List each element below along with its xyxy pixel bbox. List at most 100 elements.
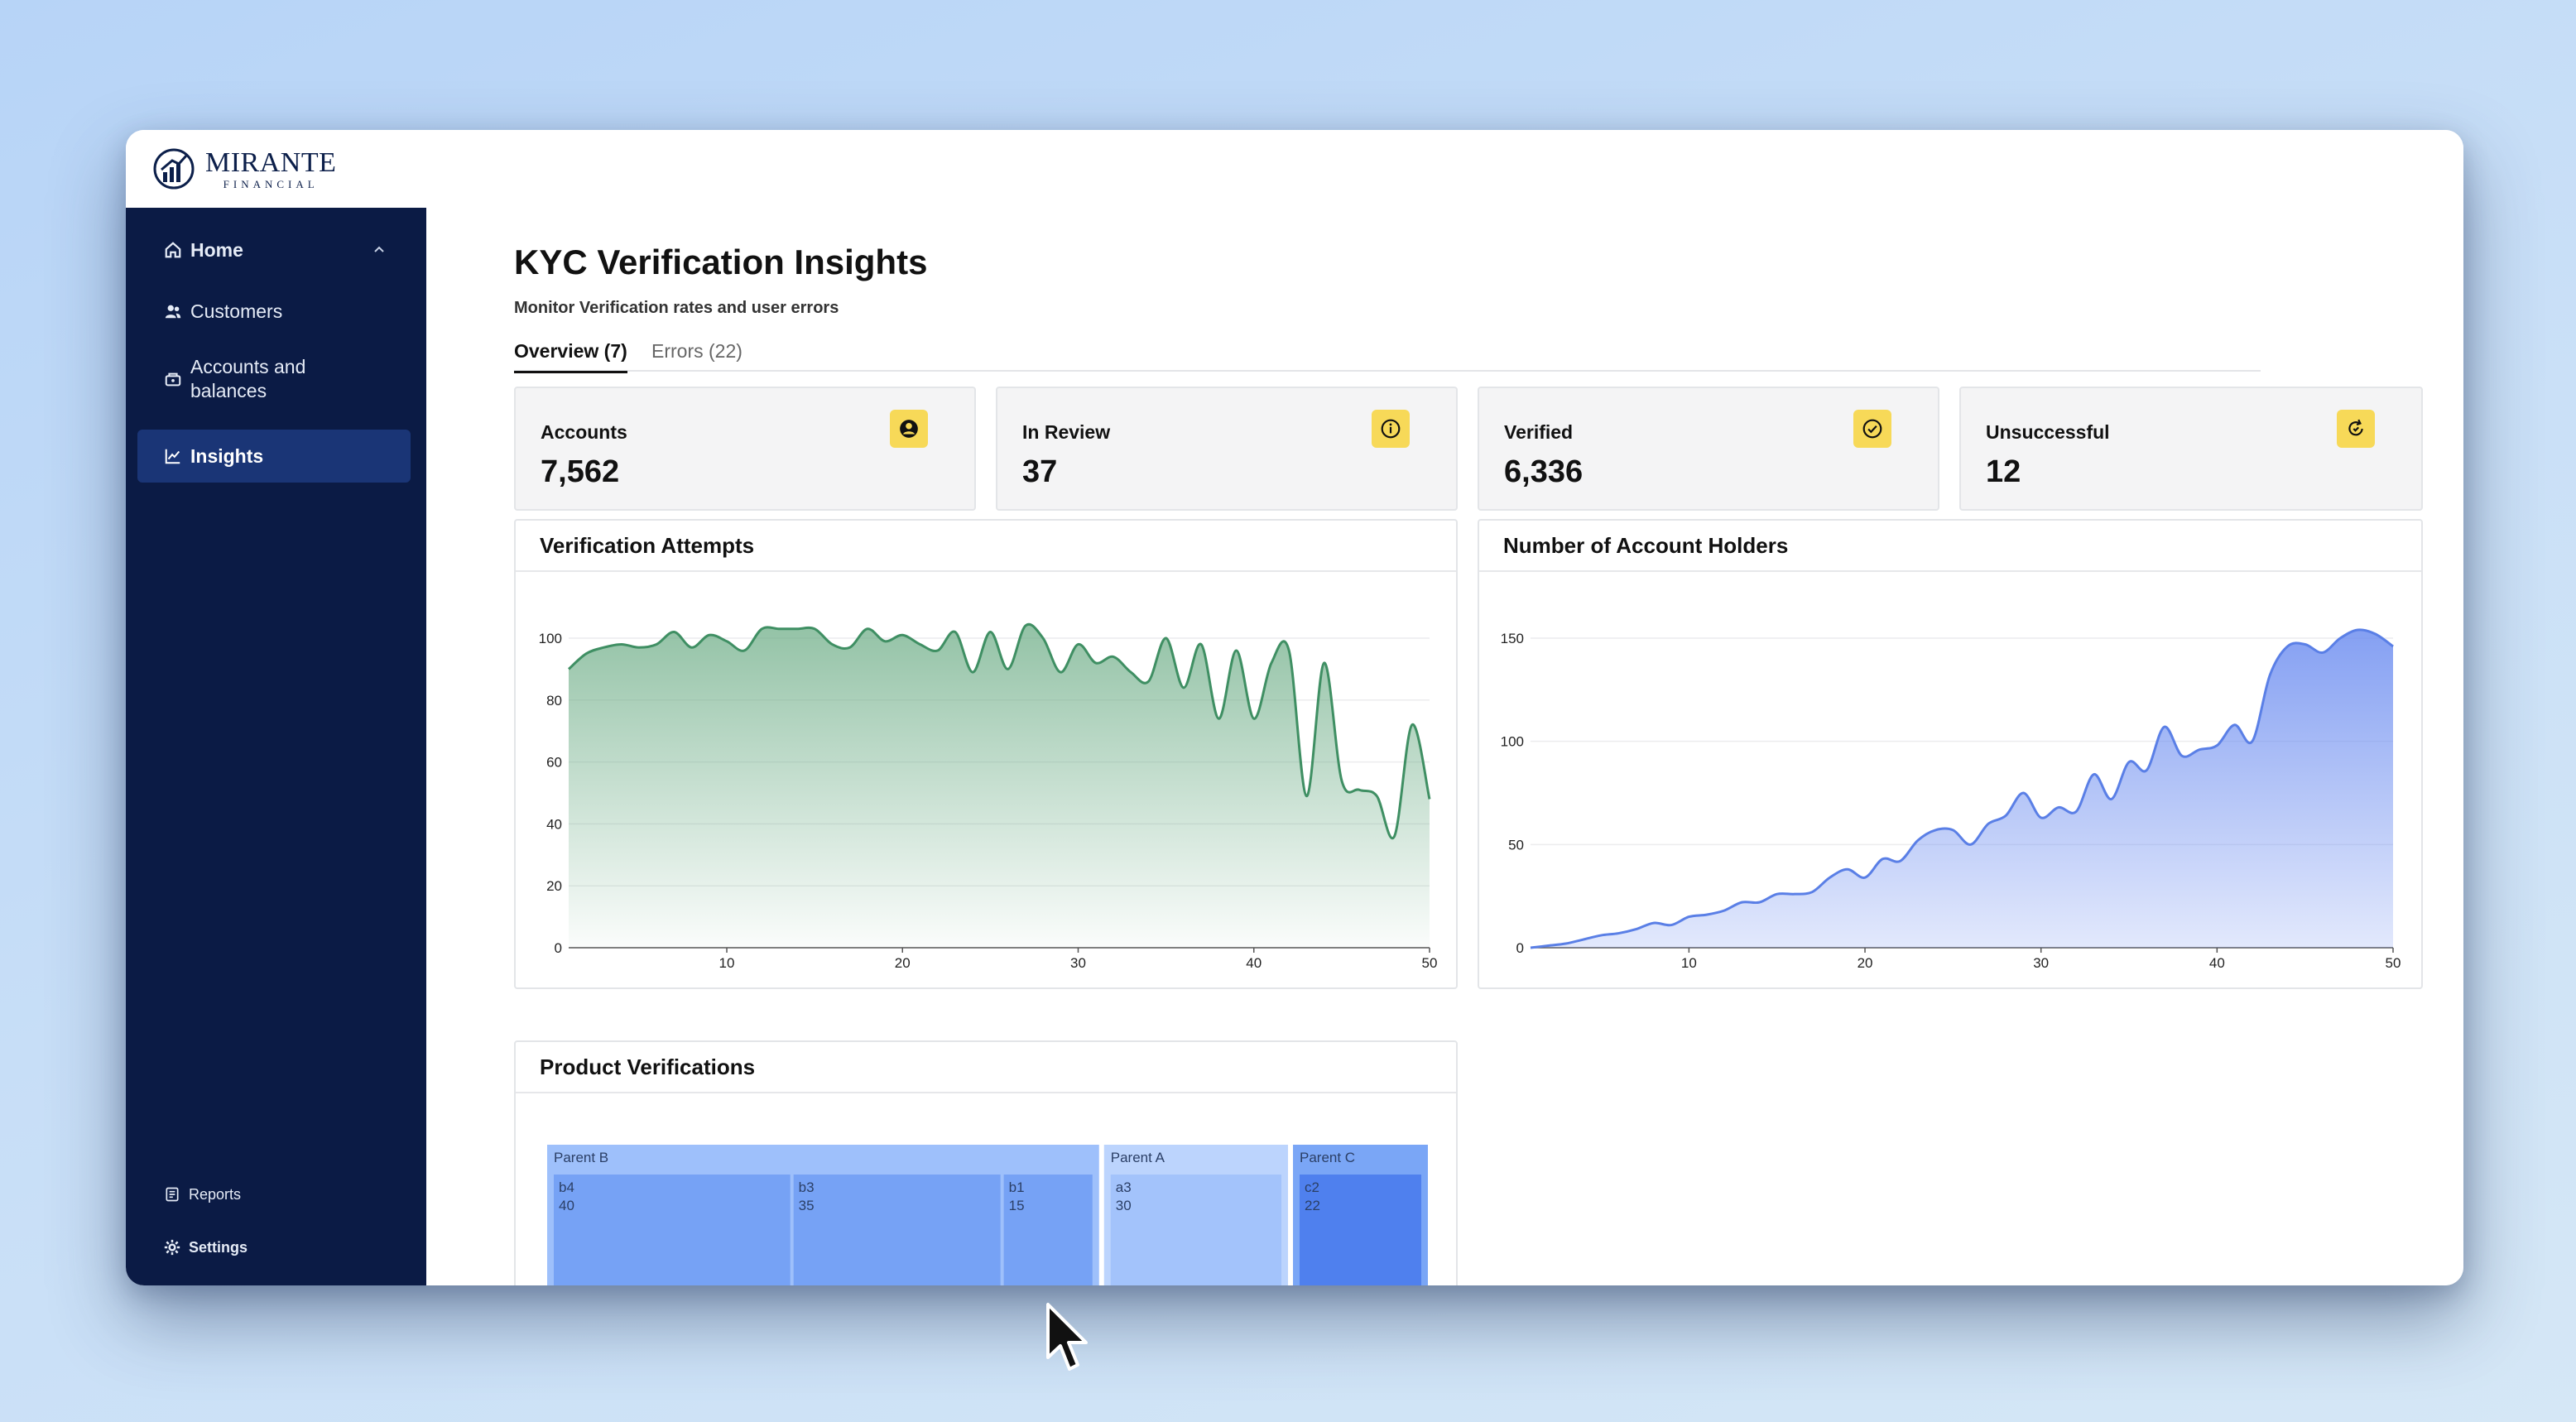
sidebar-item-home[interactable]: Home <box>137 228 411 272</box>
holders-area-fill <box>1531 629 2393 948</box>
stat-card-unsuccessful: Unsuccessful 12 <box>1959 387 2423 511</box>
holders-x-tick-label: 40 <box>2209 955 2225 971</box>
sidebar-item-label: Accounts and balances <box>190 356 306 401</box>
treemap-cell <box>554 1175 791 1285</box>
account-holders-panel: Number of Account Holders 0 50 100 150 10 20 3… <box>1478 519 2423 989</box>
treemap-cell-value: 15 <box>1009 1198 1025 1213</box>
sidebar-item-label: Reports <box>189 1185 242 1203</box>
sidebar-item-reports[interactable]: Reports <box>137 1178 411 1211</box>
holders-series-line <box>1530 628 2394 949</box>
stat-label: Verified <box>1504 421 1574 443</box>
chart-title: Product Verifications <box>540 1054 756 1079</box>
attempts-y-tick-label: 20 <box>546 878 562 894</box>
sidebar-item-label: Customers <box>190 300 283 322</box>
attempts-y-tick-label: 0 <box>555 940 562 956</box>
holders-x-tick-label: 50 <box>2386 955 2401 971</box>
sidebar-item-label: Home <box>190 238 243 261</box>
attempts-x-tick-label: 10 <box>719 955 735 971</box>
chart-title: Number of Account Holders <box>1503 533 1789 558</box>
stat-label: Accounts <box>541 421 627 443</box>
holders-y-tick-label: 50 <box>1508 837 1524 853</box>
users-icon <box>165 305 181 319</box>
attempts-y-tick-label: 80 <box>546 693 562 709</box>
attempts-area-fill <box>569 624 1430 948</box>
gear-icon <box>164 1239 180 1256</box>
holders-x-tick-label: 20 <box>1858 955 1873 971</box>
holders-y-tick-label: 150 <box>1501 631 1524 646</box>
treemap-parent-label: Parent C <box>1300 1150 1355 1165</box>
wallet-icon <box>165 372 181 387</box>
treemap-cell-name: b1 <box>1009 1179 1025 1195</box>
stat-value: 12 <box>1986 454 2021 489</box>
holders-x-tick-label: 10 <box>1681 955 1697 971</box>
retry-icon <box>2337 410 2375 448</box>
home-icon <box>165 242 181 258</box>
sidebar-item-label: Insights <box>190 444 264 467</box>
holders-y-tick-label: 0 <box>1516 940 1524 956</box>
treemap-cell <box>1110 1175 1282 1285</box>
treemap-cell-name: a3 <box>1116 1179 1132 1195</box>
attempts-y-tick-label: 40 <box>546 816 562 832</box>
page-subtitle: Monitor Verification rates and user erro… <box>514 299 839 317</box>
app-window: MIRANTE FINANCIAL Home Customers Account… <box>126 130 2463 1285</box>
attempts-y-tick-label: 60 <box>546 755 562 771</box>
brand-name: MIRANTE <box>205 147 337 178</box>
treemap-cell-name: b4 <box>559 1179 574 1195</box>
stat-card-in-review: In Review 37 <box>996 387 1458 511</box>
page-title: KYC Verification Insights <box>514 243 928 281</box>
holders-x-tick-label: 30 <box>2033 955 2049 971</box>
sidebar: Home Customers Accounts and balances Ins… <box>126 208 426 1285</box>
sidebar-item-insights[interactable]: Insights <box>137 430 411 483</box>
panel-divider <box>516 1092 1456 1093</box>
panel-divider <box>516 570 1456 572</box>
treemap-cell-value: 30 <box>1116 1198 1132 1213</box>
treemap-parent-label: Parent B <box>554 1150 608 1165</box>
treemap-cell <box>793 1175 1001 1285</box>
stat-value: 7,562 <box>541 454 620 489</box>
main-content: KYC Verification Insights Monitor Verifi… <box>426 208 2463 1285</box>
stat-value: 37 <box>1022 454 1058 489</box>
stat-label: In Review <box>1022 421 1111 443</box>
top-bar: MIRANTE FINANCIAL <box>126 130 2463 209</box>
product-verifications-treemap[interactable]: Parent B b4 40 b3 35 b1 15 Parent A a3 30 Parent C… <box>516 1093 1458 1285</box>
treemap-cell-value: 35 <box>799 1198 815 1213</box>
stat-value: 6,336 <box>1504 454 1584 489</box>
attempts-x-tick-label: 30 <box>1070 955 1086 971</box>
tab-errors[interactable]: Errors (22) <box>651 340 743 362</box>
tab-bar: Overview (7) Errors (22) <box>514 332 2261 373</box>
chevron-up-icon[interactable] <box>372 243 386 257</box>
sidebar-item-accounts[interactable]: Accounts and balances <box>137 350 411 408</box>
stat-card-verified: Verified 6,336 <box>1478 387 1939 511</box>
attempts-y-tick-label: 100 <box>539 631 562 646</box>
brand-logo[interactable]: MIRANTE FINANCIAL <box>152 142 336 196</box>
attempts-series-line <box>567 622 1431 840</box>
attempts-x-tick-label: 40 <box>1246 955 1262 971</box>
treemap-cell <box>1300 1175 1421 1285</box>
attempts-x-tick-label: 20 <box>895 955 911 971</box>
treemap-cell <box>1003 1175 1093 1285</box>
chart-line-icon <box>165 449 180 464</box>
treemap-cell-name: c2 <box>1305 1179 1319 1195</box>
treemap-cell-name: b3 <box>799 1179 815 1195</box>
holders-y-tick-label: 100 <box>1501 734 1524 750</box>
chart-title: Verification Attempts <box>540 533 755 558</box>
check-circle-icon <box>1853 410 1891 448</box>
sidebar-item-label: Settings <box>189 1238 248 1256</box>
attempts-x-tick-label: 50 <box>1422 955 1438 971</box>
account-holders-chart[interactable]: 0 50 100 150 10 20 30 40 50 <box>1479 572 2423 989</box>
stat-label: Unsuccessful <box>1986 421 2110 443</box>
treemap-cell-value: 40 <box>559 1198 574 1213</box>
product-verifications-panel: Product Verifications Parent B b4 40 b3 35 b1… <box>514 1040 1458 1285</box>
user-circle-icon <box>890 410 928 448</box>
sidebar-item-settings[interactable]: Settings <box>137 1231 411 1264</box>
treemap-parent-label: Parent A <box>1111 1150 1165 1165</box>
info-icon <box>1372 410 1410 448</box>
report-icon <box>166 1187 179 1202</box>
sidebar-item-customers[interactable]: Customers <box>137 289 411 334</box>
tab-overview[interactable]: Overview (7) <box>514 340 627 373</box>
verification-attempts-chart[interactable]: 0 20 40 60 80 100 10 20 30 40 50 <box>516 572 1458 989</box>
stat-card-accounts: Accounts 7,562 <box>514 387 976 511</box>
logo-icon <box>153 148 195 190</box>
treemap-cell-value: 22 <box>1305 1198 1320 1213</box>
mouse-cursor-icon <box>1046 1303 1088 1371</box>
